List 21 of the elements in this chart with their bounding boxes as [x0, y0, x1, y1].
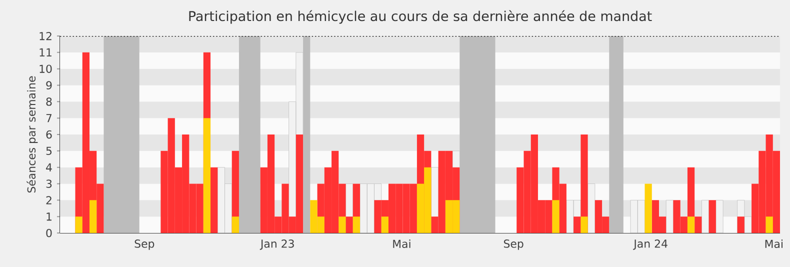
- y-tick-label: 6: [46, 130, 52, 139]
- x-tick-label: Jan 23: [260, 240, 294, 250]
- y-tick-label: 5: [46, 146, 52, 155]
- y-tick-label: 3: [46, 180, 52, 188]
- y-tick-label: 12: [40, 32, 52, 40]
- chart-title: Participation en hémicycle au cours de sa dernière année de mandat: [189, 10, 652, 24]
- y-axis-title: Séances par semaine: [26, 76, 38, 193]
- y-tick-label: 9: [46, 81, 52, 90]
- y-tick-label: 2: [46, 196, 52, 204]
- y-tick-label: 0: [46, 228, 52, 238]
- x-tick-label: Mai: [765, 240, 782, 248]
- y-tick-label: 10: [40, 64, 52, 73]
- y-tick-label: 11: [40, 48, 52, 56]
- x-tick-label: Mai: [393, 240, 410, 248]
- x-tick-label: Jan 24: [633, 240, 668, 250]
- x-tick-label: Sep: [504, 240, 524, 250]
- y-tick-label: 1: [46, 212, 52, 221]
- x-tick-label: Sep: [134, 240, 154, 250]
- y-tick-label: 7: [46, 114, 52, 122]
- y-tick-label: 4: [46, 163, 52, 172]
- y-tick-label: 8: [46, 98, 52, 106]
